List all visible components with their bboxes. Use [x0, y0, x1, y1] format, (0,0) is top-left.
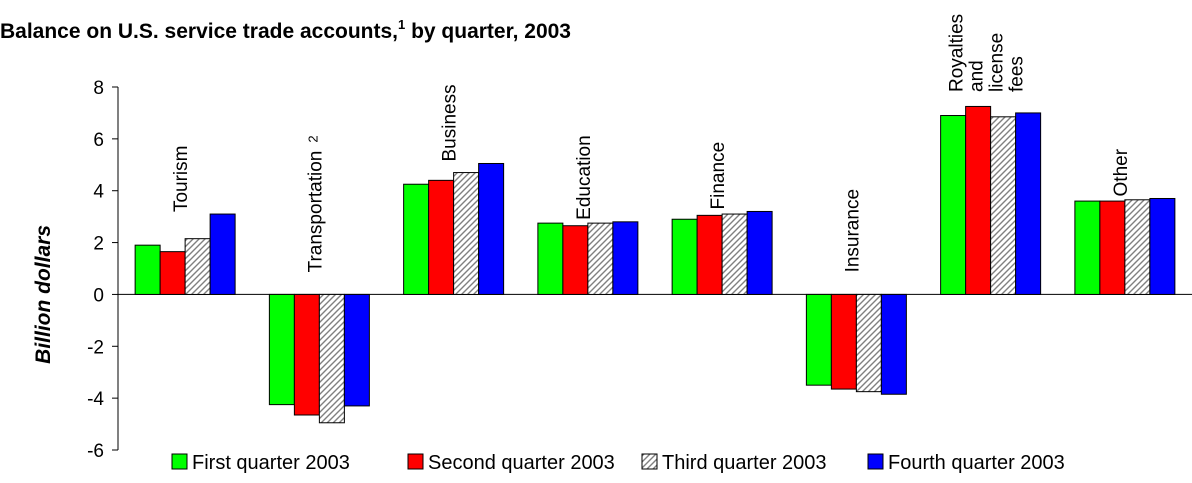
bar — [453, 172, 480, 295]
bar — [1099, 200, 1126, 295]
bar — [990, 116, 1017, 295]
category-label: Tourism — [171, 146, 192, 213]
y-tick-label: -6 — [87, 441, 104, 462]
bar — [134, 244, 161, 295]
legend-label: Third quarter 2003 — [662, 452, 827, 474]
bar — [587, 222, 614, 295]
bar — [184, 238, 211, 295]
bar — [478, 162, 505, 295]
category-label: Finance — [708, 142, 729, 210]
bar — [428, 179, 455, 295]
bar — [343, 293, 370, 407]
y-tick-label: 2 — [93, 234, 104, 255]
legend-swatch — [867, 453, 884, 470]
bar — [209, 213, 236, 295]
bar — [671, 218, 698, 295]
bar — [696, 214, 723, 295]
category-label: Other — [1111, 148, 1132, 196]
y-axis-label: Billion dollars — [32, 225, 55, 364]
bar — [403, 183, 430, 295]
legend-swatch — [407, 453, 424, 470]
category-label: Education — [574, 135, 595, 220]
y-tick-label: -4 — [87, 389, 104, 410]
bar — [1074, 200, 1101, 295]
bar — [965, 105, 992, 295]
legend-swatch — [641, 453, 658, 470]
bar — [268, 293, 295, 406]
category-label: Transportation2 — [305, 135, 326, 272]
bar — [318, 293, 345, 424]
bar — [612, 221, 639, 295]
legend-label: First quarter 2003 — [192, 452, 350, 474]
bar — [855, 293, 882, 393]
bar — [721, 213, 748, 295]
bar — [746, 210, 773, 295]
category-label: and — [967, 60, 988, 92]
bar — [159, 251, 186, 295]
category-label: license — [987, 33, 1008, 92]
bar — [880, 293, 907, 395]
bar — [293, 293, 320, 416]
bar — [940, 115, 967, 295]
legend-swatch — [171, 453, 188, 470]
bar — [1015, 112, 1042, 295]
bar — [830, 293, 857, 390]
bar — [805, 293, 832, 386]
y-tick-label: 6 — [93, 130, 104, 151]
category-label: Business — [440, 84, 461, 161]
chart-title: Balance on U.S. service trade accounts,1… — [0, 17, 571, 43]
bar — [562, 225, 589, 295]
y-tick-label: 0 — [93, 285, 104, 306]
y-tick-label: 4 — [93, 182, 104, 203]
category-label: Royalties — [947, 14, 968, 92]
y-tick-label: 8 — [93, 78, 104, 99]
bar — [537, 222, 564, 295]
bar — [1149, 197, 1176, 295]
category-label: Insurance — [842, 189, 863, 272]
legend-label: Fourth quarter 2003 — [888, 452, 1065, 474]
legend-label: Second quarter 2003 — [428, 452, 615, 474]
bar — [1124, 199, 1151, 295]
y-tick-label: -2 — [87, 337, 104, 358]
category-label: fees — [1007, 56, 1028, 92]
